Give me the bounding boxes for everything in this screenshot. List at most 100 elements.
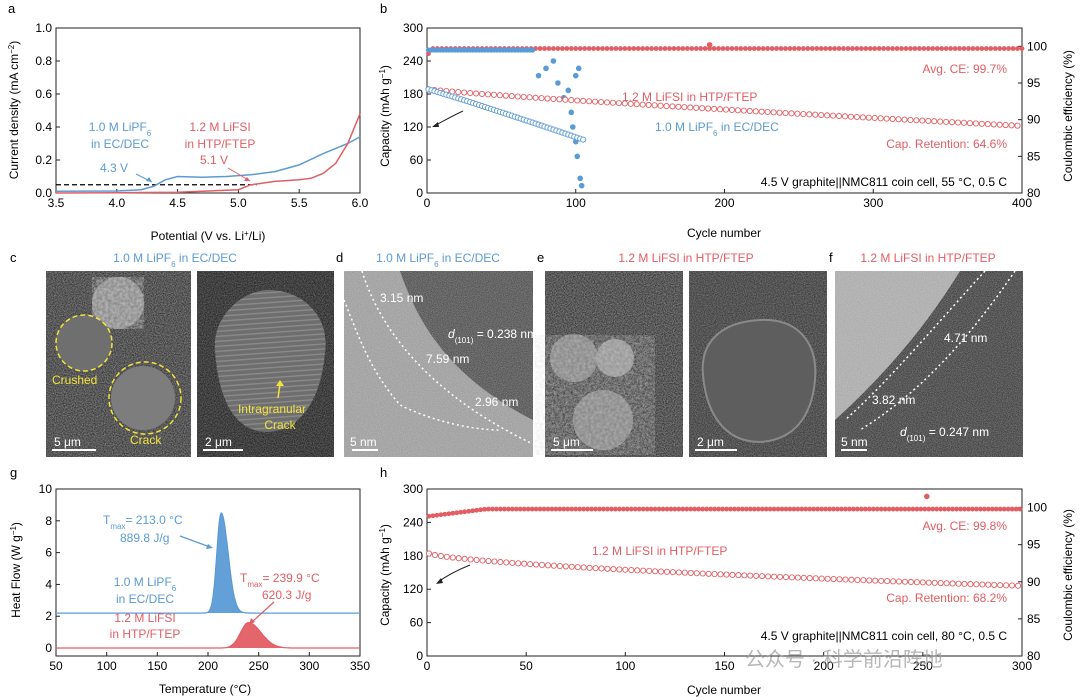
red-capacity-point	[949, 580, 956, 587]
blue-ce-point	[550, 58, 557, 64]
red-ce-point	[863, 46, 869, 51]
red-ce-point	[988, 46, 994, 51]
red-ce-point	[890, 46, 895, 51]
red-capacity-point	[848, 576, 855, 583]
red-ce-point	[973, 506, 979, 512]
red-ce-point	[898, 506, 904, 512]
red-ce-point	[958, 506, 963, 512]
red-ce-point	[626, 46, 632, 51]
red-capacity-point	[621, 100, 628, 107]
red-ce-point	[827, 506, 833, 512]
red-capacity-point	[955, 580, 962, 587]
red-ce-point	[724, 506, 729, 512]
blue-ce-point	[530, 47, 536, 53]
red-ce-point	[809, 46, 815, 51]
red-ce-point	[867, 46, 873, 51]
red-ce-point	[631, 46, 637, 51]
red-ce-point	[430, 513, 436, 519]
red-ce-point	[653, 46, 659, 51]
blue-ce-point	[568, 109, 575, 116]
red-capacity-point	[508, 93, 515, 100]
series-line-red	[55, 113, 361, 194]
red-ce-point	[474, 507, 479, 513]
red-capacity-point	[997, 582, 1004, 589]
red-ce-point	[620, 506, 626, 512]
x-tick-label: 4.5	[169, 196, 186, 210]
red-ce-point	[582, 46, 588, 51]
red-ce-point	[992, 46, 998, 51]
red-ce-point	[1001, 506, 1007, 512]
red-ce-point	[872, 46, 878, 51]
red-capacity-point	[693, 570, 700, 577]
red-capacity-point	[1014, 582, 1022, 589]
watermark: 公众号 · 科学前沿阵地	[745, 648, 943, 671]
red-capacity-point	[681, 104, 688, 111]
y-tick-label: 0.2	[35, 153, 52, 167]
red-ce-point	[743, 506, 749, 512]
red-ce-point	[591, 46, 596, 51]
panel-a-ylabel: Current density (mA cm−2)	[7, 41, 22, 180]
red-ce-point	[747, 506, 753, 512]
red-capacity-point	[455, 89, 462, 96]
red-ce-point	[632, 506, 638, 512]
red-capacity-point	[746, 107, 753, 115]
panel-e-title: 1.2 M LiFSI in HTP/FTEP	[618, 251, 753, 265]
tem-f-scale-label: 5 nm	[841, 435, 868, 449]
red-capacity-point	[776, 573, 784, 580]
red-ce-point	[747, 46, 753, 51]
y-tick-label: 180	[403, 87, 423, 101]
red-capacity-point	[788, 110, 795, 117]
panel-a-red-arrowhead	[244, 177, 250, 181]
red-ce-point	[966, 506, 971, 512]
tem-d-m1: 3.15 nm	[380, 291, 423, 305]
red-ce-point	[589, 506, 595, 512]
red-capacity-point	[782, 109, 789, 117]
red-ce-point	[617, 46, 623, 51]
panel-a-red-label-1: 1.2 M LiFSI	[189, 120, 250, 134]
y-tick-label: 60	[410, 153, 424, 167]
sem-c-left-particle-2	[56, 315, 112, 371]
red-ce-point	[771, 506, 777, 512]
red-capacity-point	[615, 100, 622, 107]
red-ce-point	[962, 506, 967, 512]
panel-a-red-label-2: in HTP/FTEP	[185, 137, 256, 151]
red-ce-point	[434, 512, 440, 518]
y-tick-label: 120	[403, 582, 423, 596]
panel-b-avg-ce: Avg. CE: 99.7%	[923, 62, 1008, 76]
red-ce-point	[914, 506, 920, 512]
panel-h-red-name: 1.2 M LiFSI in HTP/FTEP	[592, 544, 727, 558]
panel-e: e 1.2 M LiFSI in HTP/FTEP 5 μm 2 μm	[535, 250, 827, 457]
red-capacity-point	[854, 576, 861, 584]
red-ce-point	[908, 46, 913, 51]
y-tick-label: 1.0	[35, 21, 52, 35]
panel-c: c 1.0 M LiPF6 in EC/DEC Crushed Crack 5 …	[10, 250, 334, 457]
red-dsc-area	[56, 622, 360, 649]
red-capacity-point	[484, 91, 492, 98]
red-capacity-point	[568, 563, 575, 570]
blue-ce-point	[572, 72, 579, 79]
red-ce-point	[458, 509, 464, 515]
red-ce-point	[711, 46, 717, 51]
red-ce-point	[765, 46, 771, 51]
red-ce-point	[939, 46, 945, 51]
red-ce-point	[823, 506, 829, 512]
red-capacity-point	[842, 576, 849, 583]
red-ce-point	[628, 506, 634, 512]
x-tick-label: 0	[424, 196, 431, 210]
red-ce-point	[720, 46, 726, 51]
red-capacity-point	[675, 103, 682, 110]
red-ce-point	[708, 506, 714, 512]
red-ce-point	[922, 506, 928, 512]
x-tick-label: 200	[198, 659, 218, 673]
red-ce-point	[648, 506, 654, 512]
y2-tick-label: 80	[1027, 649, 1041, 663]
panel-g: g 50 100 150 200 250 300 350 0 2 4 6 8 10 Heat Flow …	[9, 465, 371, 696]
tem-d-m2: 7.59 nm	[426, 352, 469, 366]
red-ce-point	[684, 46, 690, 51]
red-capacity-point	[717, 571, 724, 578]
red-capacity-point	[830, 575, 837, 583]
panel-h: h 0 50 100 150 200 250 30006012018024030080859…	[378, 465, 1076, 697]
red-capacity-point	[824, 575, 831, 582]
x-tick-label: 3.5	[48, 196, 65, 210]
sem-c-intragranular-2: Crack	[264, 418, 296, 432]
